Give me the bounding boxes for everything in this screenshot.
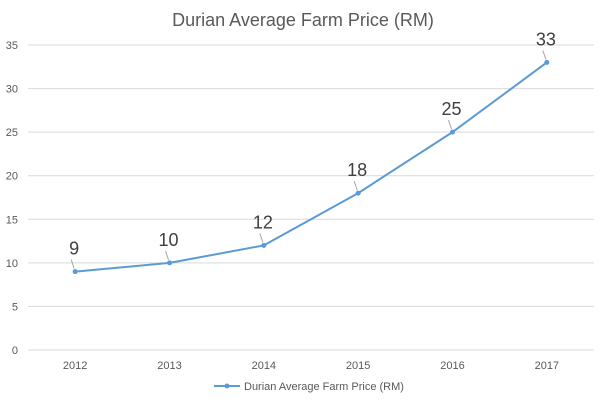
y-tick-label: 5 <box>12 301 18 313</box>
data-point <box>72 269 78 275</box>
data-point <box>355 190 361 196</box>
x-tick-label: 2016 <box>440 360 464 372</box>
gridlines <box>28 44 594 351</box>
y-tick-label: 20 <box>6 171 18 183</box>
data-label-leader <box>353 180 358 191</box>
data-labels: 9 10 12 18 25 33 <box>69 29 556 269</box>
legend: Durian Average Farm Price (RM) <box>214 381 404 393</box>
data-point <box>167 260 172 266</box>
y-tick-label: 15 <box>6 214 18 226</box>
x-tick-label: 2015 <box>346 360 370 372</box>
data-label: 9 <box>69 239 79 259</box>
data-label: 33 <box>536 29 556 49</box>
y-tick-label: 35 <box>6 40 18 52</box>
y-tick-label: 0 <box>12 345 18 357</box>
x-tick-label: 2014 <box>252 360 276 372</box>
x-axis-ticks: 2012 2013 2014 2015 2016 2017 <box>63 360 559 372</box>
x-tick-label: 2012 <box>63 360 87 372</box>
x-tick-label: 2017 <box>535 360 559 372</box>
data-point <box>450 129 455 135</box>
data-label-leader <box>259 233 264 243</box>
data-label-leader <box>542 50 547 60</box>
legend-label: Durian Average Farm Price (RM) <box>244 381 404 393</box>
chart-title: Durian Average Farm Price (RM) <box>172 10 434 30</box>
y-axis-ticks: 0 5 10 15 20 25 30 35 <box>6 40 18 357</box>
data-point <box>261 242 267 248</box>
y-tick-label: 30 <box>6 84 18 96</box>
data-label-leader <box>70 259 75 269</box>
x-tick-label: 2013 <box>157 360 181 372</box>
series-line <box>75 61 548 273</box>
data-label: 10 <box>158 230 178 250</box>
data-point <box>544 59 550 65</box>
y-tick-label: 25 <box>6 127 18 139</box>
y-tick-label: 10 <box>6 258 18 270</box>
data-label: 12 <box>253 212 273 232</box>
legend-marker-icon <box>224 383 230 389</box>
data-label: 18 <box>347 160 367 180</box>
data-label-leader <box>165 250 169 261</box>
series-layer <box>72 59 550 275</box>
data-label: 25 <box>441 99 461 119</box>
data-label-leader <box>448 119 452 130</box>
